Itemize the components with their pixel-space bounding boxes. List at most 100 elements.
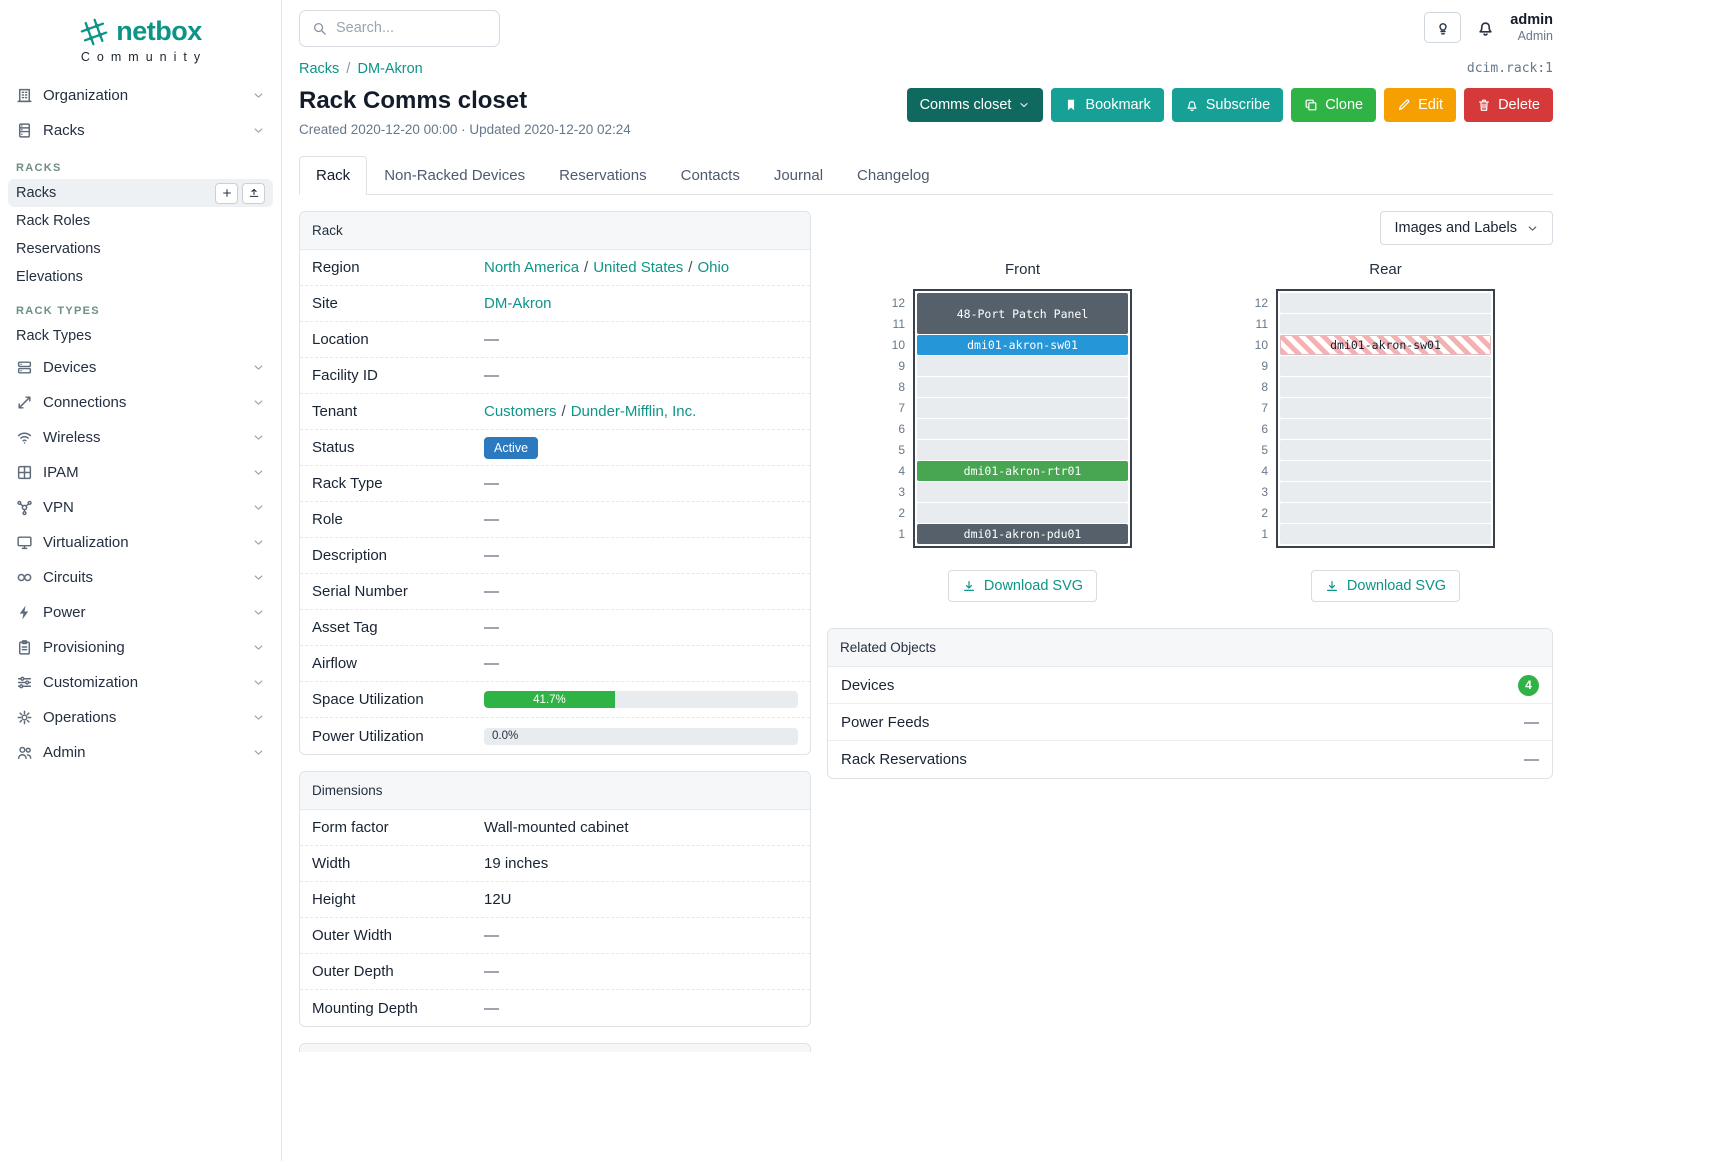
link-dunder-mifflin-inc[interactable]: Dunder-Mifflin, Inc. [570,403,697,420]
sidebar-item-label: Operations [43,709,117,726]
rack-device-dmi01-akron-rtr01[interactable]: dmi01-akron-rtr01 [917,461,1128,481]
link-united-states[interactable]: United States [593,259,684,276]
related-label: Devices [841,676,895,694]
detail-value: — [484,331,499,348]
sidebar-item-label: Racks [43,122,85,139]
trash-icon [1477,98,1491,112]
rack-unit-empty [1280,482,1491,502]
rack-device-dmi01-akron-sw01[interactable]: dmi01-akron-sw01 [1280,335,1491,355]
sidebar-item-connections[interactable]: Connections [8,385,273,420]
detail-row-tenant: Tenant Customers / Dunder-Mifflin, Inc. [300,394,810,430]
related-row-devices[interactable]: Devices 4 [828,667,1552,704]
clone-button[interactable]: Clone [1291,88,1377,122]
detail-value: — [484,511,499,528]
tab-non-racked-devices[interactable]: Non-Racked Devices [384,167,526,184]
theme-toggle-button[interactable] [1424,12,1462,44]
edit-button[interactable]: Edit [1384,88,1457,122]
link-north-america[interactable]: North America [484,259,580,276]
sidebar-item-wireless[interactable]: Wireless [8,420,273,455]
detail-label: Facility ID [312,367,378,384]
unit-number: 11 [892,317,905,331]
detail-label: Region [312,259,360,276]
tab-rack[interactable]: Rack [299,156,368,195]
sidebar-item-label: Elevations [16,269,83,285]
tab-changelog[interactable]: Changelog [857,167,930,184]
breadcrumb: Racks / DM-Akron [299,60,423,77]
detail-value: 19 inches [484,855,549,872]
notifications-button[interactable] [1476,18,1495,37]
import-button[interactable] [242,182,265,204]
rack-unit-empty [1280,524,1491,544]
rack-device-label: dmi01-akron-sw01 [967,338,1078,352]
add-button[interactable] [215,182,238,204]
images-and-labels-toggle[interactable]: Images and Labels [1380,211,1553,245]
sidebar-item-label: Wireless [43,429,101,446]
comms-closet-dropdown[interactable]: Comms closet [906,88,1044,122]
title-row: Rack Comms closet Created 2020-12-20 00:… [299,87,1553,137]
sidebar-item-virtualization[interactable]: Virtualization [8,525,273,560]
breadcrumb-link-racks[interactable]: Racks [299,61,340,77]
rack-unit-empty [917,398,1128,418]
related-row-power-feeds[interactable]: Power Feeds — [828,704,1552,741]
download-svg-button[interactable]: Download SVG [947,570,1098,602]
sidebar-item-power[interactable]: Power [8,595,273,630]
rack-device-label: dmi01-akron-pdu01 [963,527,1082,541]
rack-unit-empty [917,482,1128,502]
related-row-rack-reservations[interactable]: Rack Reservations — [828,741,1552,778]
sidebar-item-admin[interactable]: Admin [8,735,273,770]
link-ohio[interactable]: Ohio [697,259,730,276]
progress-label: 41.7% [533,693,566,706]
building-icon [16,87,33,104]
download-svg-button[interactable]: Download SVG [1310,570,1461,602]
sidebar-item-rack-roles[interactable]: Rack Roles [8,207,273,235]
unit-numbers: 12 11 10 9 8 7 6 5 4 3 2 1 [1248,293,1268,548]
sidebar-item-ipam[interactable]: IPAM [8,455,273,490]
detail-row-airflow: Airflow — [300,646,810,682]
tab-journal[interactable]: Journal [773,167,824,184]
sidebar-item-label: IPAM [43,464,79,481]
breadcrumb-link-dm-akron[interactable]: DM-Akron [357,61,423,77]
bell-icon [1185,98,1199,112]
sidebar-item-racks[interactable]: Racks [8,179,273,207]
link-customers[interactable]: Customers [484,403,557,420]
unit-number: 7 [898,401,905,415]
tab-contacts[interactable]: Contacts [680,167,740,184]
search-input[interactable] [336,20,487,36]
rack-device-dmi01-akron-pdu01[interactable]: dmi01-akron-pdu01 [917,524,1128,544]
sidebar-item-elevations[interactable]: Elevations [8,263,273,291]
plus-icon [221,187,233,199]
tab-reservations[interactable]: Reservations [559,167,647,184]
sidebar-item-racks[interactable]: Racks [8,113,273,148]
sidebar-item-rack-types[interactable]: Rack Types [8,322,273,350]
sidebar-item-devices[interactable]: Devices [8,350,273,385]
bookmark-button[interactable]: Bookmark [1051,88,1164,122]
user-menu[interactable]: admin Admin [1510,12,1553,43]
subscribe-button[interactable]: Subscribe [1171,88,1284,122]
sidebar-item-organization[interactable]: Organization [8,78,273,113]
progress-bar: 0.0% [484,727,798,745]
rack-unit-empty [1280,503,1491,523]
related-objects-title: Related Objects [828,629,1552,667]
sidebar-item-provisioning[interactable]: Provisioning [8,630,273,665]
button-label: Delete [1498,97,1540,113]
copy-icon [1304,98,1318,112]
status-badge: Active [484,436,539,459]
rack-device-48-port-patch-panel[interactable]: 48-Port Patch Panel [917,293,1128,334]
sidebar-item-reservations[interactable]: Reservations [8,235,273,263]
sidebar-item-operations[interactable]: Operations [8,700,273,735]
sidebar-item-circuits[interactable]: Circuits [8,560,273,595]
bookmark-icon [1064,98,1078,112]
link-dm-akron[interactable]: DM-Akron [484,295,552,312]
rack-device-dmi01-akron-sw01[interactable]: dmi01-akron-sw01 [917,335,1128,355]
users-icon [16,744,33,761]
detail-row-outer-depth: Outer Depth — [300,954,810,990]
unit-number: 4 [1261,464,1268,478]
delete-button[interactable]: Delete [1464,88,1553,122]
sidebar-item-label: Customization [43,674,139,691]
sidebar-item-vpn[interactable]: VPN [8,490,273,525]
detail-value: Customers / Dunder-Mifflin, Inc. [484,403,697,420]
detail-row-region: Region North America / United States / Ohio [300,250,810,286]
detail-value: North America / United States / Ohio [484,259,730,276]
sidebar-item-customization[interactable]: Customization [8,665,273,700]
brand[interactable]: netbox Community [8,12,273,78]
